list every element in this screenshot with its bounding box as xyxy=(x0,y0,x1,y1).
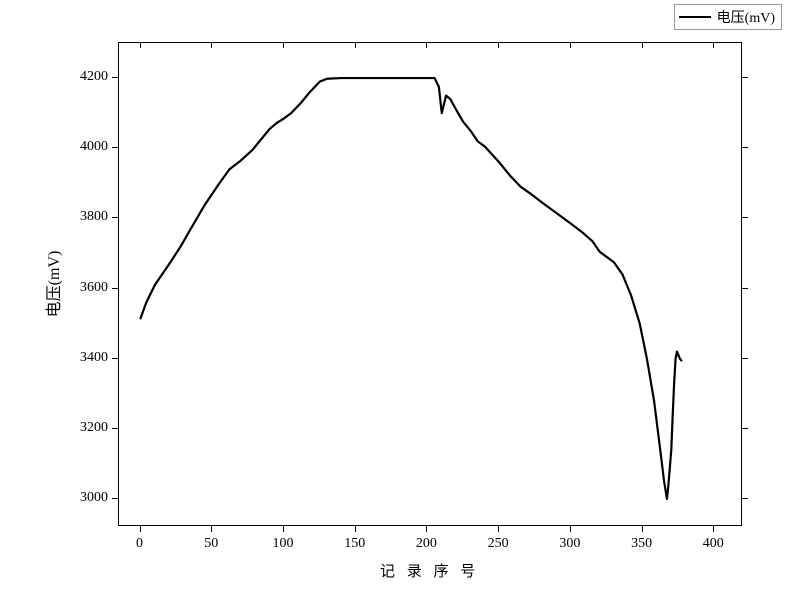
x-tick-mark xyxy=(355,526,356,532)
x-tick-mark-top xyxy=(498,42,499,48)
legend-label: 电压(mV) xyxy=(717,7,775,27)
y-tick-mark xyxy=(112,217,118,218)
y-tick-label: 3000 xyxy=(80,490,108,506)
x-tick-label: 300 xyxy=(559,536,580,552)
y-tick-mark xyxy=(112,358,118,359)
y-tick-label: 3200 xyxy=(80,420,108,436)
y-tick-label: 3600 xyxy=(80,280,108,296)
x-tick-label: 250 xyxy=(488,536,509,552)
legend: 电压(mV) xyxy=(674,4,782,30)
y-tick-label: 4200 xyxy=(80,69,108,85)
x-tick-label: 400 xyxy=(703,536,724,552)
voltage-series xyxy=(141,78,682,499)
x-tick-label: 200 xyxy=(416,536,437,552)
legend-swatch xyxy=(679,16,711,18)
y-tick-mark-right xyxy=(742,358,748,359)
x-tick-label: 150 xyxy=(344,536,365,552)
x-tick-mark-top xyxy=(642,42,643,48)
chart-figure: 电压(mV) 0 50 100 150 200 250 300 350 400 3000 3200… xyxy=(0,0,800,601)
y-axis-label: 电压(mV) xyxy=(40,251,64,318)
x-tick-mark xyxy=(642,526,643,532)
y-tick-label: 4000 xyxy=(80,139,108,155)
x-tick-label: 50 xyxy=(204,536,218,552)
x-tick-mark-top xyxy=(283,42,284,48)
y-tick-label: 3400 xyxy=(80,350,108,366)
voltage-line xyxy=(119,43,743,527)
plot-area xyxy=(118,42,742,526)
y-tick-mark-right xyxy=(742,217,748,218)
y-tick-mark xyxy=(112,428,118,429)
x-tick-mark-top xyxy=(355,42,356,48)
x-tick-mark-top xyxy=(211,42,212,48)
y-tick-mark xyxy=(112,77,118,78)
y-tick-label: 3800 xyxy=(80,209,108,225)
x-tick-label: 100 xyxy=(272,536,293,552)
x-tick-mark-top xyxy=(713,42,714,48)
x-tick-mark xyxy=(140,526,141,532)
x-tick-mark xyxy=(498,526,499,532)
x-tick-mark-top xyxy=(140,42,141,48)
y-tick-mark-right xyxy=(742,77,748,78)
y-tick-mark-right xyxy=(742,498,748,499)
x-tick-mark xyxy=(426,526,427,532)
y-tick-mark xyxy=(112,147,118,148)
x-tick-mark xyxy=(570,526,571,532)
x-tick-mark xyxy=(211,526,212,532)
y-tick-mark-right xyxy=(742,288,748,289)
y-tick-mark xyxy=(112,288,118,289)
x-tick-mark xyxy=(283,526,284,532)
y-tick-mark-right xyxy=(742,147,748,148)
x-tick-mark-top xyxy=(570,42,571,48)
x-axis-label: 记 录 序 号 xyxy=(380,560,479,581)
x-tick-label: 0 xyxy=(136,536,143,552)
y-tick-mark-right xyxy=(742,428,748,429)
x-tick-mark xyxy=(713,526,714,532)
x-tick-label: 350 xyxy=(631,536,652,552)
x-tick-mark-top xyxy=(426,42,427,48)
y-tick-mark xyxy=(112,498,118,499)
